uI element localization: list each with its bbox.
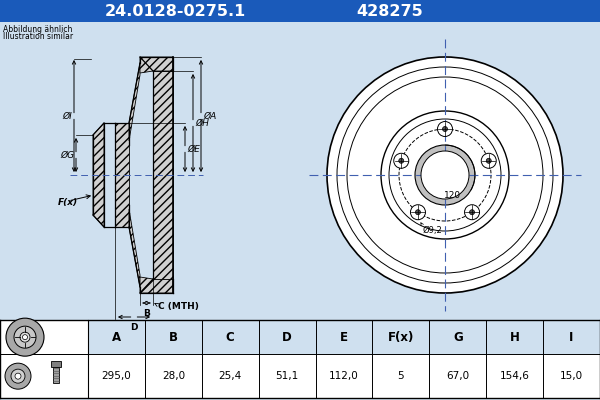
Circle shape	[327, 57, 563, 293]
Circle shape	[481, 153, 496, 168]
FancyBboxPatch shape	[51, 361, 61, 367]
Text: ØH: ØH	[195, 118, 209, 128]
Circle shape	[421, 151, 469, 199]
Text: ØG: ØG	[60, 150, 74, 160]
Circle shape	[443, 126, 448, 132]
Circle shape	[415, 210, 421, 215]
Polygon shape	[140, 277, 173, 293]
Text: ØI: ØI	[62, 112, 72, 120]
Text: 5: 5	[398, 371, 404, 381]
Text: A: A	[112, 331, 121, 344]
Text: I: I	[569, 331, 574, 344]
Text: D: D	[282, 331, 292, 344]
Text: 15,0: 15,0	[560, 371, 583, 381]
Text: 67,0: 67,0	[446, 371, 469, 381]
Circle shape	[399, 158, 404, 163]
Circle shape	[389, 119, 501, 231]
Text: 25,4: 25,4	[218, 371, 242, 381]
Text: C: C	[226, 331, 235, 344]
Bar	[0, 0, 600, 22]
Text: H: H	[510, 331, 520, 344]
Text: F(x): F(x)	[388, 331, 414, 344]
Text: F(x): F(x)	[58, 198, 78, 208]
Circle shape	[11, 369, 25, 383]
Text: ØA: ØA	[203, 112, 216, 120]
Circle shape	[415, 145, 475, 205]
Text: B: B	[169, 331, 178, 344]
Text: G: G	[453, 331, 463, 344]
Text: C (MTH): C (MTH)	[158, 302, 199, 312]
Text: ØE: ØE	[187, 144, 200, 154]
Bar	[88, 320, 600, 354]
Circle shape	[381, 111, 509, 239]
Circle shape	[437, 122, 452, 136]
Circle shape	[337, 67, 553, 283]
Circle shape	[486, 158, 491, 163]
Bar	[0, 320, 600, 398]
Circle shape	[464, 205, 479, 220]
Text: E: E	[340, 331, 348, 344]
Polygon shape	[115, 123, 129, 227]
Circle shape	[410, 205, 425, 220]
Circle shape	[23, 335, 28, 340]
Text: 51,1: 51,1	[275, 371, 299, 381]
Circle shape	[6, 318, 44, 356]
Circle shape	[14, 326, 36, 348]
Text: D: D	[130, 323, 138, 332]
Text: 28,0: 28,0	[162, 371, 185, 381]
Bar	[53, 367, 59, 383]
Polygon shape	[93, 123, 104, 227]
Circle shape	[5, 363, 31, 389]
Circle shape	[470, 210, 475, 215]
Circle shape	[15, 373, 21, 379]
Text: 154,6: 154,6	[500, 371, 530, 381]
Text: 24.0128-0275.1: 24.0128-0275.1	[104, 4, 245, 18]
Text: 112,0: 112,0	[329, 371, 359, 381]
Text: Abbildung ähnlich: Abbildung ähnlich	[3, 25, 73, 34]
Polygon shape	[140, 57, 173, 73]
Circle shape	[347, 77, 543, 273]
Text: Illustration similar: Illustration similar	[3, 32, 73, 41]
Polygon shape	[153, 71, 173, 279]
Text: Ø9,2: Ø9,2	[423, 226, 443, 235]
Polygon shape	[129, 63, 140, 141]
Text: 120: 120	[445, 190, 461, 200]
Circle shape	[20, 332, 30, 342]
Polygon shape	[129, 209, 140, 287]
Circle shape	[394, 153, 409, 168]
Text: B: B	[143, 309, 150, 318]
Text: 428275: 428275	[356, 4, 424, 18]
Text: 295,0: 295,0	[101, 371, 131, 381]
